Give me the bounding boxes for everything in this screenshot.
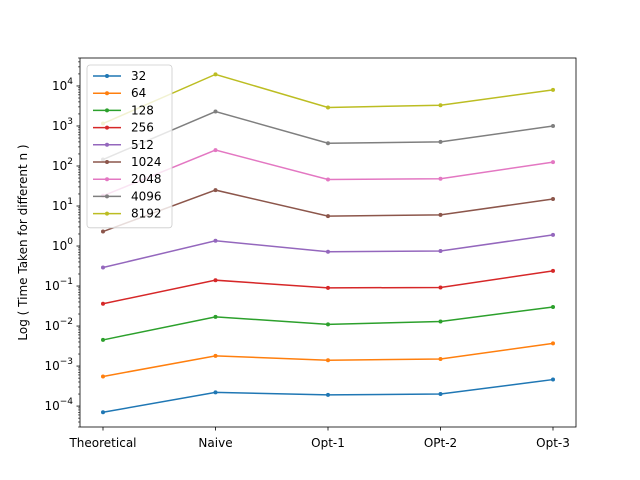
legend-marker-2048 <box>105 177 109 182</box>
data-point-512 <box>551 232 555 237</box>
legend-label-256: 256 <box>131 121 154 135</box>
data-point-128 <box>101 337 105 342</box>
y-axis-label: Log ( Time Taken for different n ) <box>16 144 30 340</box>
y-tick-label: 10−1 <box>44 277 73 293</box>
data-point-128 <box>551 304 555 309</box>
data-point-64 <box>101 374 105 379</box>
data-point-1024 <box>213 188 218 193</box>
data-point-1024 <box>101 229 105 234</box>
data-point-256 <box>438 285 443 290</box>
data-point-8192 <box>438 103 443 108</box>
legend-marker-1024 <box>105 160 109 164</box>
legend-label-2048: 2048 <box>131 172 162 186</box>
data-point-32 <box>101 410 105 415</box>
plot-lines <box>101 72 555 415</box>
legend-marker-128 <box>105 108 109 113</box>
legend-box <box>86 64 173 229</box>
data-point-256 <box>213 278 218 283</box>
y-tick-label: 10−3 <box>44 357 73 373</box>
legend: 32 64 128 256 512 1024 2048 4096 8192 <box>86 64 173 229</box>
legend-marker-8192 <box>105 211 109 216</box>
y-tick-label: 103 <box>52 117 73 133</box>
y-tick-label: 104 <box>52 77 73 93</box>
data-point-1024 <box>438 212 443 217</box>
y-tick-label: 101 <box>52 197 73 213</box>
legend-label-512: 512 <box>131 138 154 152</box>
data-point-4096 <box>438 139 443 144</box>
data-point-64 <box>551 341 555 346</box>
legend-label-128: 128 <box>131 103 154 117</box>
y-tick-label: 10−4 <box>44 397 73 413</box>
data-point-32 <box>551 377 555 382</box>
data-point-64 <box>326 358 330 363</box>
data-point-1024 <box>551 196 555 201</box>
legend-marker-64 <box>105 91 109 96</box>
data-point-4096 <box>326 141 330 146</box>
data-point-256 <box>326 285 330 290</box>
data-point-2048 <box>551 160 555 165</box>
data-point-128 <box>213 314 218 319</box>
data-point-1024 <box>326 214 330 219</box>
data-point-128 <box>438 319 443 324</box>
data-point-512 <box>438 249 443 254</box>
data-point-512 <box>326 249 330 254</box>
legend-marker-512 <box>105 142 109 147</box>
data-point-256 <box>101 301 105 306</box>
legend-label-32: 32 <box>131 69 146 83</box>
legend-label-64: 64 <box>131 86 146 100</box>
data-point-2048 <box>326 177 330 182</box>
data-point-8192 <box>213 72 218 77</box>
y-tick-label: 102 <box>52 157 73 173</box>
data-point-8192 <box>551 87 555 92</box>
x-tick-label: OPt-2 <box>424 436 457 450</box>
legend-label-1024: 1024 <box>131 155 162 169</box>
data-point-64 <box>213 353 218 358</box>
legend-marker-256 <box>105 125 109 130</box>
legend-label-4096: 4096 <box>131 189 162 203</box>
data-point-64 <box>438 357 443 362</box>
data-point-32 <box>438 392 443 397</box>
data-point-8192 <box>326 105 330 110</box>
y-tick-label: 100 <box>52 237 73 253</box>
data-point-128 <box>326 322 330 327</box>
data-point-2048 <box>213 148 218 153</box>
x-tick-label: Opt-3 <box>536 436 570 450</box>
data-point-4096 <box>213 109 218 114</box>
data-point-512 <box>101 265 105 270</box>
x-tick-label: Naive <box>198 436 232 450</box>
x-tick-label: Theoretical <box>68 436 136 450</box>
data-point-512 <box>213 238 218 243</box>
data-point-32 <box>213 390 218 395</box>
data-point-4096 <box>551 123 555 128</box>
legend-marker-4096 <box>105 194 109 199</box>
data-point-256 <box>551 268 555 273</box>
y-tick-label: 10−2 <box>44 317 73 333</box>
x-axis: Theoretical Naive Opt-1 OPt-2 Opt-3 <box>68 427 570 450</box>
data-point-2048 <box>438 176 443 181</box>
x-tick-label: Opt-1 <box>311 436 345 450</box>
legend-label-8192: 8192 <box>131 207 162 221</box>
legend-marker-32 <box>105 74 109 78</box>
data-point-32 <box>326 392 330 397</box>
y-axis: 10−4 10−3 10−2 10−1 100 101 102 103 104 <box>44 57 80 428</box>
